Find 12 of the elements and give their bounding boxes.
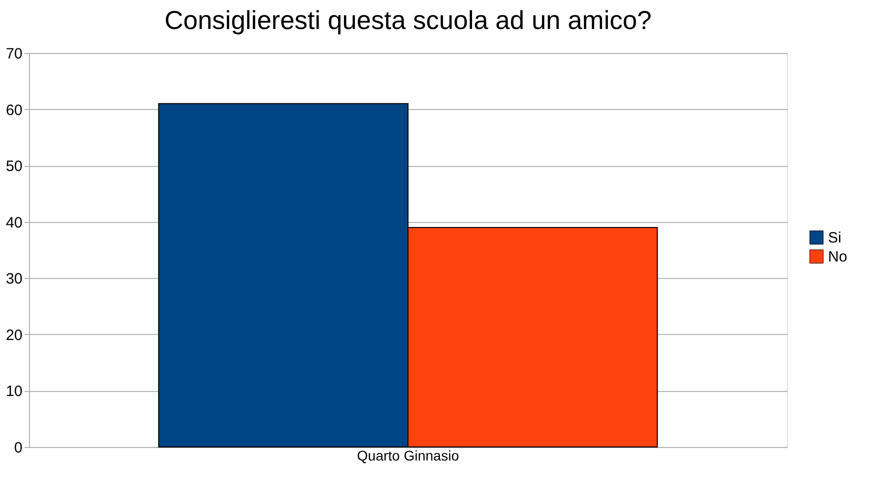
legend-label: Si [828, 230, 842, 246]
y-tick-label: 0 [14, 440, 22, 456]
y-tick-label: 70 [6, 46, 22, 62]
legend-label: No [828, 248, 848, 266]
x-tick-label: Quarto Ginnasio [357, 448, 460, 464]
y-tick-label: 10 [6, 383, 22, 400]
y-tick-label: 40 [6, 214, 22, 232]
y-tick-label: 50 [6, 158, 22, 176]
chart-title: Consiglieresti questa scuola ad un amico? [164, 5, 652, 35]
y-tick-label: 20 [6, 326, 22, 344]
y-tick-label: 30 [6, 270, 22, 288]
y-tick-label: 60 [6, 102, 22, 119]
